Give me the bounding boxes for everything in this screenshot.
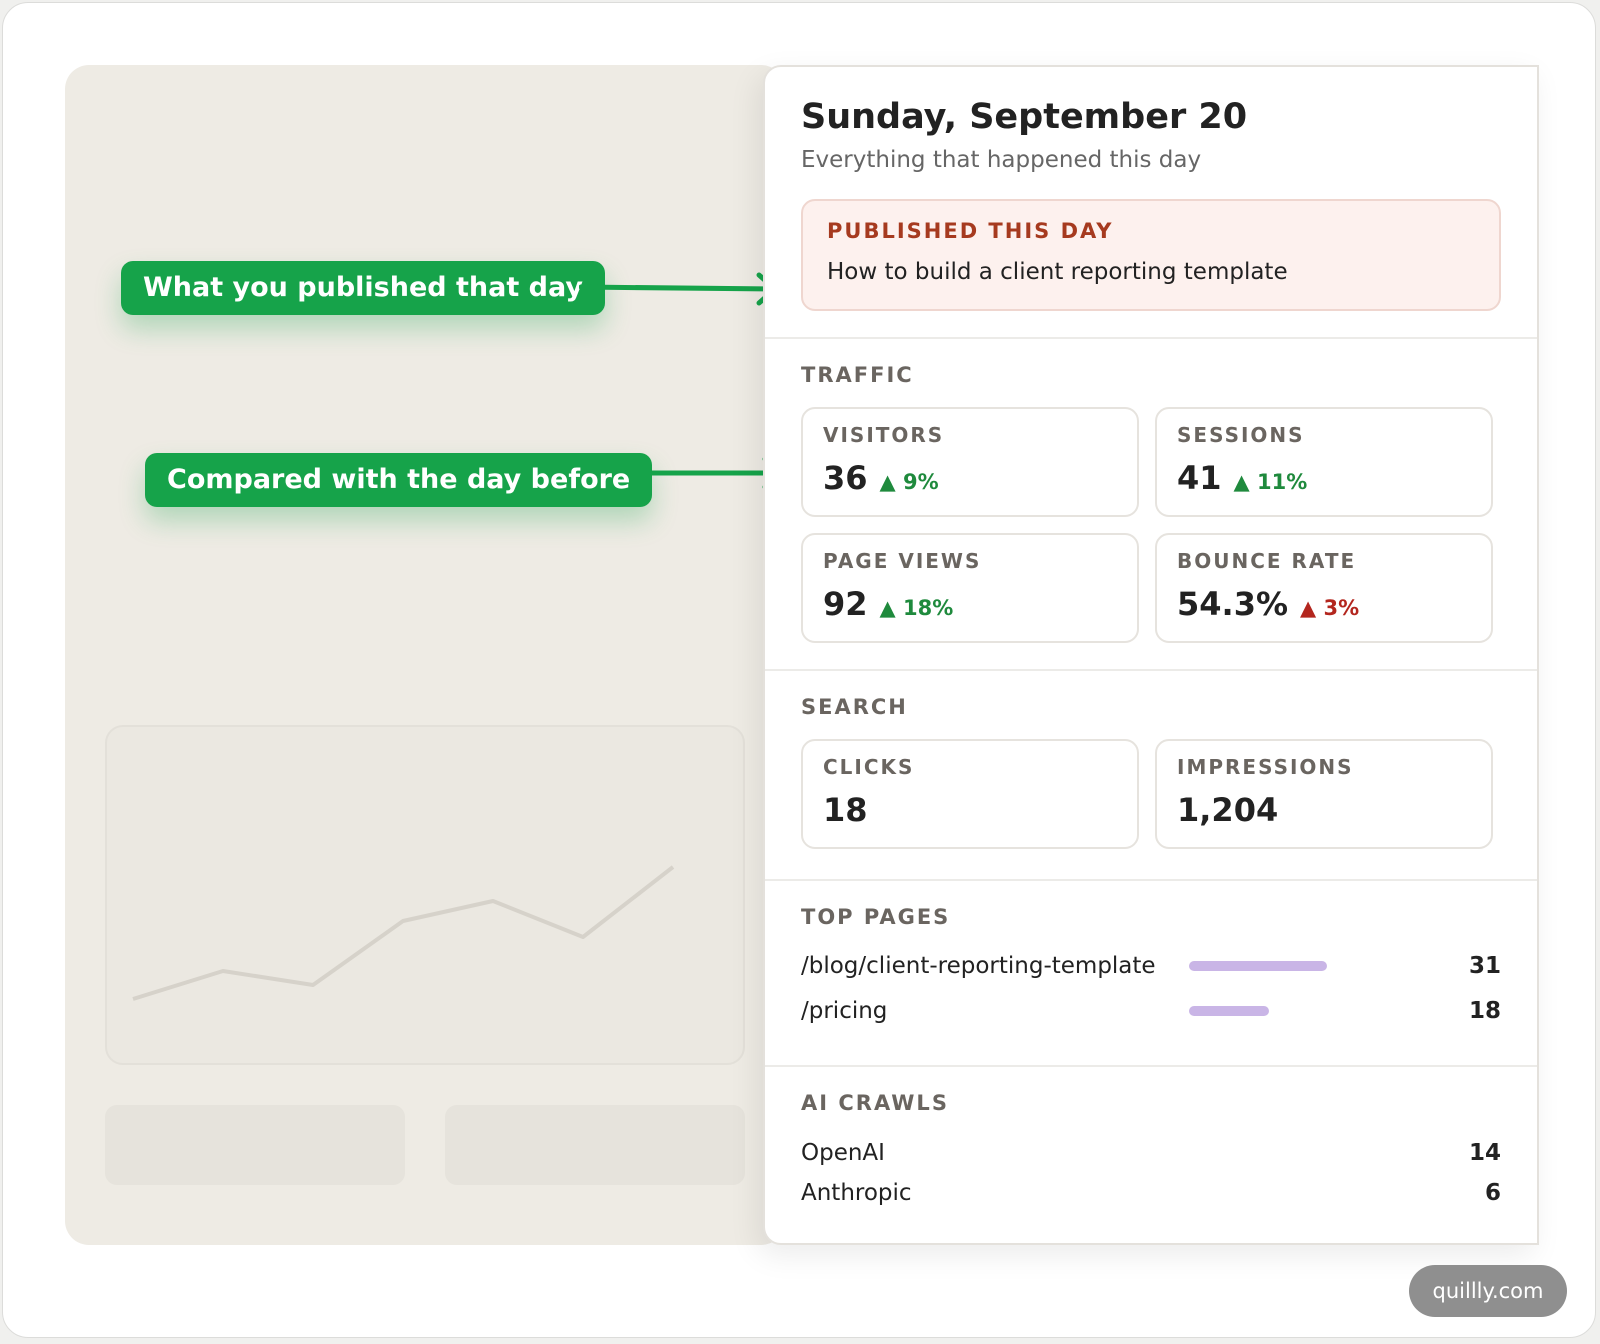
metric-card-bounce-rate: BOUNCE RATE 54.3% ▲ 3% — [1155, 533, 1493, 643]
metric-value: 54.3% — [1177, 585, 1289, 623]
search-section: SEARCH CLICKS 18 IMPRESSIONS 1,204 — [765, 669, 1537, 879]
metric-value: 92 — [823, 585, 868, 623]
metric-card-impressions: IMPRESSIONS 1,204 — [1155, 739, 1493, 849]
section-label: SEARCH — [801, 695, 908, 719]
traffic-grid: VISITORS 36 ▲ 9% SESSIONS 41 ▲ 11% PAGE … — [801, 407, 1501, 643]
background-dashboard — [65, 65, 785, 1245]
metric-label: BOUNCE RATE — [1177, 549, 1357, 573]
metric-delta: ▲ 9% — [879, 470, 939, 494]
section-label: TRAFFIC — [801, 363, 914, 387]
page-views-count: 31 — [1468, 952, 1501, 979]
background-line-chart — [132, 865, 675, 1001]
metric-value: 41 — [1177, 459, 1222, 497]
background-chart — [105, 725, 745, 1065]
list-item[interactable]: /pricing 18 — [801, 988, 1501, 1033]
metric-value: 1,204 — [1177, 791, 1279, 829]
section-label: TOP PAGES — [801, 905, 951, 929]
background-tile — [445, 1105, 745, 1185]
page-path[interactable]: /pricing — [801, 997, 888, 1024]
metric-label: PAGE VIEWS — [823, 549, 982, 573]
section-label: AI CRAWLS — [801, 1091, 949, 1115]
page-subtitle: Everything that happened this day — [801, 147, 1202, 173]
top-pages-section: TOP PAGES /blog/client-reporting-templat… — [765, 879, 1537, 1065]
list-item[interactable]: /blog/client-reporting-template 31 — [801, 943, 1501, 988]
ai-crawls-list: OpenAI 14 Anthropic 6 — [801, 1133, 1501, 1213]
metric-card-visitors: VISITORS 36 ▲ 9% — [801, 407, 1139, 517]
traffic-section: TRAFFIC VISITORS 36 ▲ 9% SESSIONS 41 ▲ 1… — [765, 337, 1537, 669]
crawl-count: 14 — [1468, 1140, 1501, 1166]
page-bar — [1189, 960, 1327, 971]
crawl-count: 6 — [1484, 1180, 1501, 1206]
metric-card-page-views: PAGE VIEWS 92 ▲ 18% — [801, 533, 1139, 643]
crawler-name: OpenAI — [801, 1140, 885, 1166]
metric-delta: ▲ 3% — [1300, 596, 1360, 620]
published-post-title[interactable]: How to build a client reporting template — [827, 259, 1288, 285]
background-tile — [105, 1105, 405, 1185]
crawler-name: Anthropic — [801, 1180, 912, 1206]
metric-label: SESSIONS — [1177, 423, 1305, 447]
metric-label: IMPRESSIONS — [1177, 755, 1354, 779]
page-views-count: 18 — [1468, 997, 1501, 1024]
page-path[interactable]: /blog/client-reporting-template — [801, 952, 1156, 979]
panel-header: Sunday, September 20 Everything that hap… — [765, 67, 1537, 173]
ai-crawls-section: AI CRAWLS OpenAI 14 Anthropic 6 — [765, 1065, 1537, 1213]
arrow-icon — [579, 272, 778, 306]
metric-card-clicks: CLICKS 18 — [801, 739, 1139, 849]
callout-published: What you published that day — [121, 261, 605, 315]
metric-value: 18 — [823, 791, 868, 829]
metric-value: 36 — [823, 459, 868, 497]
metric-card-sessions: SESSIONS 41 ▲ 11% — [1155, 407, 1493, 517]
list-item: OpenAI 14 — [801, 1133, 1501, 1173]
metric-delta: ▲ 11% — [1233, 470, 1308, 494]
day-detail-panel: Sunday, September 20 Everything that hap… — [763, 65, 1539, 1245]
metric-label: CLICKS — [823, 755, 915, 779]
search-grid: CLICKS 18 IMPRESSIONS 1,204 — [801, 739, 1501, 849]
metric-delta: ▲ 18% — [879, 596, 954, 620]
page-title: Sunday, September 20 — [801, 97, 1248, 137]
brand-badge[interactable]: quillly.com — [1409, 1265, 1567, 1317]
callout-compare: Compared with the day before — [145, 453, 653, 507]
metric-label: VISITORS — [823, 423, 945, 447]
published-label: PUBLISHED THIS DAY — [827, 219, 1114, 243]
published-card[interactable]: PUBLISHED THIS DAY How to build a client… — [801, 199, 1501, 311]
top-pages-list: /blog/client-reporting-template 31 /pric… — [801, 943, 1501, 1033]
page-bar — [1189, 1005, 1269, 1016]
list-item: Anthropic 6 — [801, 1173, 1501, 1213]
